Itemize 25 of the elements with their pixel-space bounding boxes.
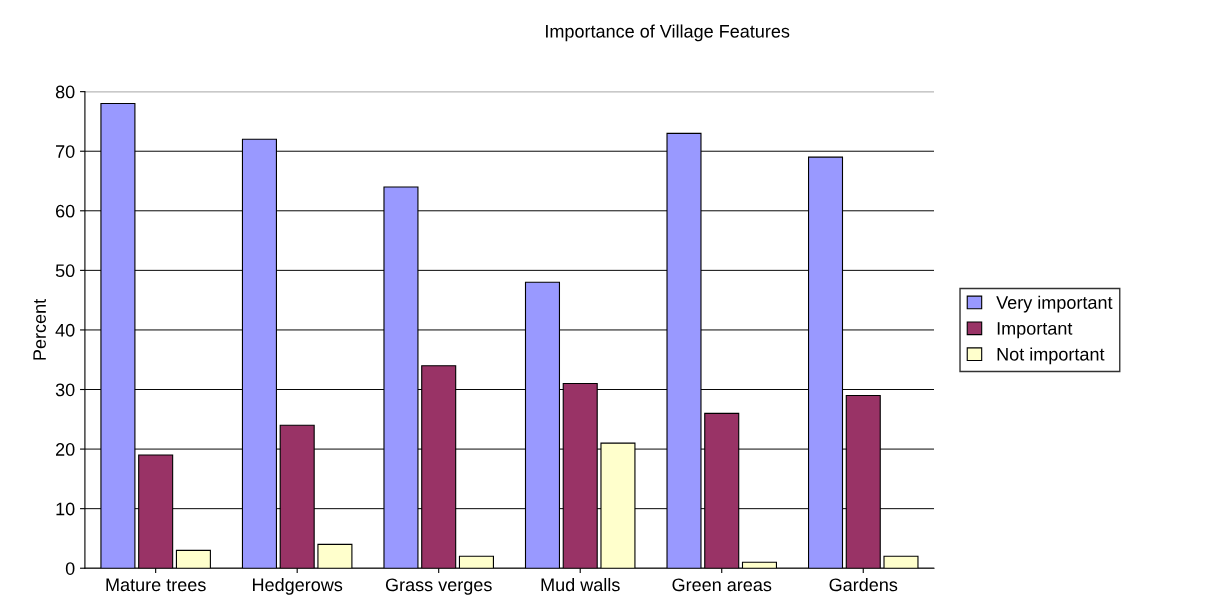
x-tick-label: Gardens [829, 577, 898, 592]
bar [741, 561, 778, 569]
bar [317, 543, 353, 569]
y-tick-label: 20 [56, 443, 75, 456]
x-tick-label: Mature trees [106, 578, 206, 592]
bar [458, 555, 494, 569]
y-tick-label: 10 [56, 502, 75, 516]
x-tick-label: Hedgerows [253, 577, 343, 595]
legend-label: Important [997, 322, 1073, 339]
y-tick-label: 60 [56, 204, 75, 218]
y-tick-label: 80 [55, 85, 75, 99]
y-tick-label: 30 [55, 383, 75, 397]
x-tick-label: Mud walls [541, 577, 620, 592]
y-axis-title: Percent [33, 298, 46, 360]
legend-label: Not important [997, 347, 1105, 365]
chart-title: Importance of Village Features [546, 24, 790, 42]
y-tick-label: 50 [55, 264, 75, 278]
legend-label: Very important [996, 295, 1113, 313]
x-tick-label: Green areas [672, 578, 772, 592]
y-tick-label: 40 [55, 323, 75, 337]
x-tick-label: Grass verges [385, 578, 492, 595]
y-tick-label: 0 [65, 562, 75, 575]
y-tick-label: 70 [56, 145, 75, 158]
bar [175, 549, 211, 569]
bar [883, 555, 919, 569]
